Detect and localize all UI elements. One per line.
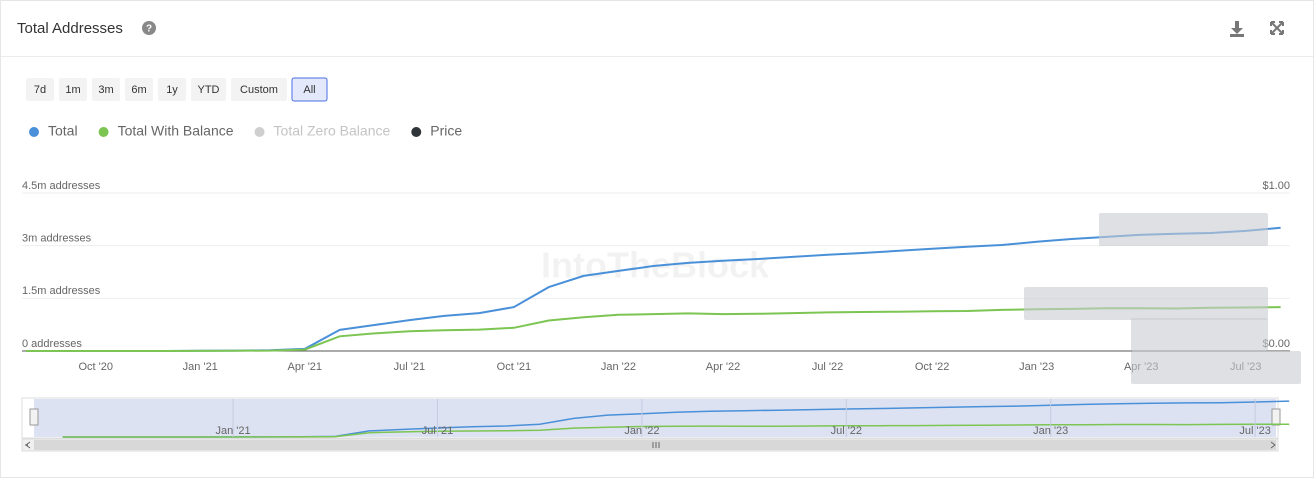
button-bg xyxy=(59,78,87,101)
button-bg xyxy=(158,78,186,101)
download-icon[interactable] xyxy=(1230,21,1244,37)
button-bg xyxy=(92,78,120,101)
range-button[interactable]: 7d xyxy=(26,78,54,101)
button-label: 3m xyxy=(98,84,113,96)
legend-dot xyxy=(254,127,265,137)
x-tick-label: Oct '22 xyxy=(915,361,950,373)
x-tick-label: Jul '21 xyxy=(394,361,425,373)
scroll-left[interactable] xyxy=(25,441,31,449)
legend-label: Total With Balance xyxy=(118,123,234,139)
legend-label: Price xyxy=(430,123,462,139)
range-button[interactable]: 6m xyxy=(125,78,153,101)
range-button[interactable]: 1m xyxy=(59,78,87,101)
navigator-label: Jul '23 xyxy=(1239,425,1270,437)
x-tick-label: Apr '21 xyxy=(288,361,323,373)
x-tick-label: Jan '22 xyxy=(601,361,636,373)
range-button[interactable]: YTD xyxy=(191,78,226,101)
legend-item[interactable]: Price xyxy=(411,123,462,139)
range-buttons: 7d 1m 3m 6m 1y YTD Custom All xyxy=(26,77,328,102)
button-label: 1y xyxy=(166,84,178,96)
y2-tick-label: $1.00 xyxy=(1262,180,1290,192)
navigator-label: Jan '21 xyxy=(215,425,250,437)
range-button[interactable]: 1y xyxy=(158,78,186,101)
legend: Total Total With Balance Total Zero Balanc… xyxy=(29,123,462,139)
legend-label: Total Zero Balance xyxy=(274,123,391,139)
range-button[interactable]: Custom xyxy=(231,78,287,101)
button-label: Custom xyxy=(240,84,278,96)
x-tick-label: Jan '23 xyxy=(1019,361,1054,373)
x-tick-label: Apr '22 xyxy=(706,361,741,373)
y2-tick-label: $0.00 xyxy=(1262,338,1290,350)
x-tick-label: Jan '21 xyxy=(183,361,218,373)
y-tick-label: 4.5m addresses xyxy=(22,180,101,192)
legend-label: Total xyxy=(48,123,78,139)
widget-title: Total Addresses xyxy=(17,20,123,37)
tooltip-boxes xyxy=(1024,213,1301,384)
navigator-handle[interactable] xyxy=(1271,408,1281,426)
x-tick-label: Oct '21 xyxy=(497,361,532,373)
button-bg xyxy=(291,77,328,102)
x-tick-label: Jul '22 xyxy=(812,361,843,373)
button-label: 7d xyxy=(34,84,46,96)
navigator-label: Jul '22 xyxy=(831,425,862,437)
legend-dot xyxy=(411,127,422,137)
x-tick-label: Oct '20 xyxy=(78,361,113,373)
svg-text:?: ? xyxy=(146,24,152,35)
scroll-right[interactable] xyxy=(1270,441,1276,449)
button-bg xyxy=(26,78,54,101)
range-button[interactable]: All xyxy=(291,77,328,102)
help-icon[interactable]: ? xyxy=(142,21,156,35)
navigator-label: Jul '21 xyxy=(422,425,453,437)
button-label: YTD xyxy=(198,84,220,96)
button-label: 1m xyxy=(65,84,80,96)
button-bg xyxy=(191,78,226,101)
navigator-label: Jan '23 xyxy=(1033,425,1068,437)
y-tick-label: 0 addresses xyxy=(22,338,82,350)
button-bg xyxy=(125,78,153,101)
legend-item[interactable]: Total Zero Balance xyxy=(254,123,391,139)
range-button[interactable]: 3m xyxy=(92,78,120,101)
button-bg xyxy=(231,78,287,101)
button-label: All xyxy=(303,84,315,96)
navigator-handle[interactable] xyxy=(29,408,39,426)
fullscreen-icon[interactable] xyxy=(1270,21,1284,35)
navigator-label: Jan '22 xyxy=(624,425,659,437)
legend-item[interactable]: Total xyxy=(29,123,78,139)
legend-dot xyxy=(29,127,39,137)
scrollbar-thumb[interactable] xyxy=(34,440,1276,450)
button-label: 6m xyxy=(131,84,146,96)
legend-dot xyxy=(98,127,109,137)
scroll-grip xyxy=(652,442,660,448)
legend-item[interactable]: Total With Balance xyxy=(98,123,234,139)
navigator: Jan '21 Jul '21 Jan '22 Jul '22 Jan '23 Jul '… xyxy=(21,397,1290,452)
y-tick-label: 1.5m addresses xyxy=(22,285,101,297)
y-tick-label: 3m addresses xyxy=(22,233,92,245)
navigator-line xyxy=(62,423,1290,438)
